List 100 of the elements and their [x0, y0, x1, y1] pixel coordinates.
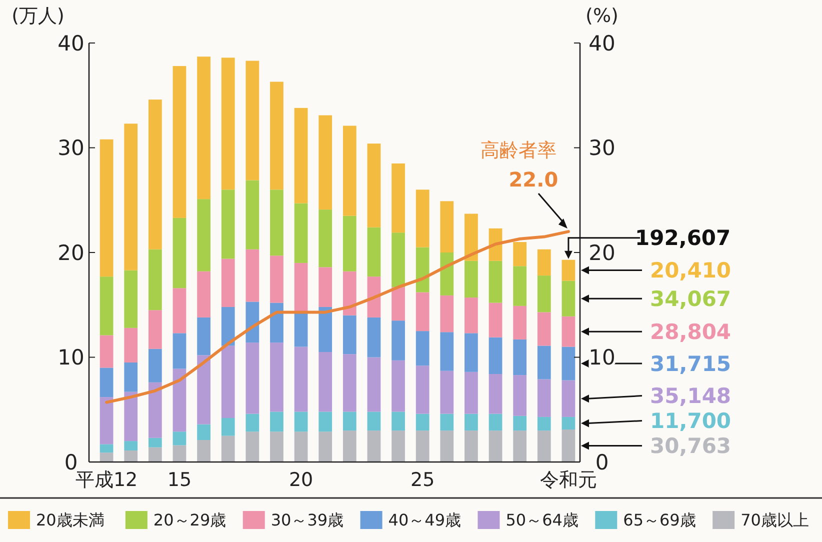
bar [464, 298, 478, 334]
bar [488, 414, 502, 431]
x-tick-label: 15 [167, 469, 192, 491]
bar [270, 190, 284, 256]
bar [488, 430, 502, 462]
bar [172, 445, 186, 462]
bar [537, 379, 551, 417]
bar [416, 190, 430, 248]
legend-label: 20歳未満 [36, 510, 104, 530]
bar [221, 306, 235, 346]
bar [148, 447, 162, 462]
bar [367, 276, 381, 318]
bar [294, 108, 308, 204]
legend-label: 40～49歳 [388, 510, 462, 530]
bar [148, 249, 162, 310]
bar [246, 302, 260, 343]
bar [342, 216, 356, 272]
legend-label: 50～64歳 [506, 510, 578, 530]
bar [221, 418, 235, 436]
bar [270, 82, 284, 190]
bar [318, 267, 332, 307]
bar [270, 256, 284, 303]
bar [392, 412, 405, 431]
text: 28,804 [650, 320, 732, 344]
bar [367, 144, 381, 228]
bar [197, 424, 210, 440]
bar [294, 432, 308, 462]
bar [537, 312, 551, 346]
bar [513, 430, 527, 462]
bar [464, 414, 478, 431]
bar [124, 441, 138, 450]
bar [270, 302, 284, 343]
line-series [105, 230, 570, 404]
bar [197, 199, 210, 272]
bar [246, 414, 260, 432]
bar [537, 430, 551, 462]
bar [440, 370, 454, 414]
text: 34,067 [650, 286, 732, 311]
bar [318, 210, 332, 268]
bar [246, 180, 260, 250]
legend-label: 65～69歳 [623, 510, 696, 530]
bar [221, 346, 235, 418]
y-tick-label: 0 [64, 450, 78, 474]
bar [100, 444, 114, 453]
bar [342, 271, 356, 316]
text: 高齢者率 [480, 140, 556, 162]
bar [488, 260, 502, 303]
annotation: 22.0 [508, 168, 558, 192]
bar [246, 432, 260, 462]
bar [342, 412, 356, 431]
text: 11,700 [650, 409, 732, 434]
bar [392, 430, 405, 462]
bar [416, 247, 430, 292]
bar [367, 412, 381, 431]
bar [148, 348, 162, 382]
bar [124, 124, 138, 270]
y2-axis-title: (%) [586, 5, 618, 27]
bar [100, 452, 114, 462]
bar [464, 372, 478, 414]
bar [488, 337, 502, 374]
bar [100, 397, 114, 444]
x-tick-label: 25 [410, 469, 435, 491]
bar [246, 249, 260, 302]
bar [342, 430, 356, 462]
bar [172, 218, 186, 288]
bar [392, 232, 405, 288]
bar [464, 333, 478, 372]
bar [392, 163, 405, 233]
bar [246, 60, 260, 180]
bar [562, 380, 576, 417]
bar [172, 333, 186, 369]
bar [562, 430, 576, 462]
bar [221, 258, 235, 307]
bar [100, 335, 114, 368]
legend-label: 70歳以上 [740, 510, 809, 530]
bar [124, 450, 138, 462]
bar [197, 440, 210, 462]
bar [221, 436, 235, 462]
bar [392, 320, 405, 360]
bar [440, 430, 454, 462]
bar [221, 58, 235, 190]
bar [270, 342, 284, 412]
legend-label: 20～29歳 [153, 510, 226, 530]
bar [562, 280, 576, 316]
bar [367, 227, 381, 277]
bar [318, 352, 332, 412]
bar [367, 357, 381, 412]
bar [367, 317, 381, 358]
bar [148, 382, 162, 438]
bar [537, 416, 551, 431]
bar [416, 292, 430, 332]
bar [367, 430, 381, 462]
bar [246, 342, 260, 414]
text: 192,607 [635, 226, 731, 250]
bar [392, 287, 405, 321]
bar [270, 412, 284, 432]
bar [513, 375, 527, 416]
text: 31,715 [650, 352, 732, 376]
bar [318, 306, 332, 352]
bar [562, 416, 576, 430]
